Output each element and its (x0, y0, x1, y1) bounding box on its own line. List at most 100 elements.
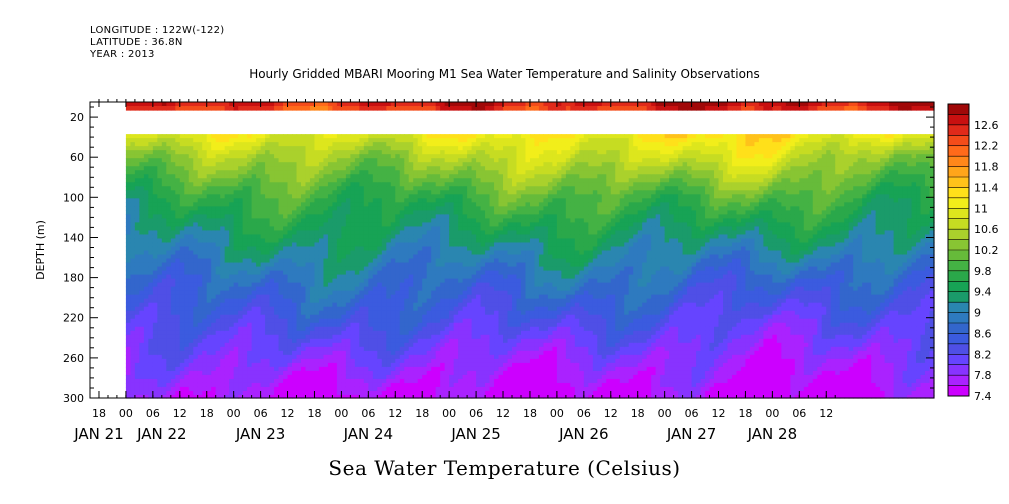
field-cell (197, 262, 203, 268)
field-cell (395, 258, 401, 264)
field-cell (206, 106, 212, 111)
field-cell (368, 150, 374, 155)
field-cell (256, 170, 262, 175)
field-cell (184, 394, 190, 399)
field-cell (363, 170, 369, 175)
field-cell (386, 210, 392, 215)
field-cell (314, 242, 320, 248)
field-cell (408, 366, 414, 372)
field-cell (274, 390, 280, 396)
field-cell (139, 302, 145, 308)
field-cell (152, 270, 158, 276)
field-cell (449, 306, 455, 312)
field-cell (130, 262, 136, 268)
field-cell (206, 162, 212, 167)
field-cell (399, 218, 405, 223)
field-cell (220, 350, 226, 356)
field-cell (193, 222, 199, 228)
field-cell (444, 290, 450, 296)
field-cell (359, 354, 365, 360)
field-cell (332, 266, 338, 272)
field-cell (449, 170, 455, 175)
field-cell (265, 206, 271, 211)
field-cell (368, 294, 374, 300)
field-cell (166, 166, 172, 171)
field-cell (152, 226, 158, 232)
field-cell (229, 274, 235, 280)
field-cell (368, 198, 374, 203)
field-cell (404, 334, 410, 340)
field-cell (395, 194, 401, 199)
field-cell (296, 386, 302, 392)
field-cell (166, 326, 172, 332)
field-cell (332, 290, 338, 296)
field-cell (449, 218, 455, 223)
field-cell (440, 270, 446, 276)
field-cell (134, 386, 140, 392)
field-cell (350, 346, 356, 352)
field-cell (354, 174, 360, 179)
field-cell (332, 270, 338, 276)
field-cell (125, 346, 131, 352)
field-cell (408, 262, 414, 268)
field-cell (372, 394, 378, 399)
field-cell (444, 382, 450, 388)
field-cell (435, 218, 441, 223)
field-cell (449, 214, 455, 219)
field-cell (341, 210, 347, 215)
field-cell (139, 326, 145, 332)
field-cell (341, 258, 347, 264)
field-cell (345, 378, 351, 384)
field-cell (431, 338, 437, 344)
field-cell (341, 306, 347, 312)
field-cell (220, 210, 226, 215)
field-cell (332, 102, 338, 107)
field-cell (269, 270, 275, 276)
field-cell (426, 158, 432, 163)
field-cell (341, 174, 347, 179)
field-cell (377, 346, 383, 352)
field-cell (296, 102, 302, 107)
field-cell (399, 162, 405, 167)
field-cell (256, 182, 262, 187)
field-cell (372, 226, 378, 232)
field-cell (130, 106, 136, 111)
field-cell (143, 222, 149, 228)
field-cell (301, 286, 307, 292)
field-cell (184, 222, 190, 228)
field-cell (265, 254, 271, 260)
field-cell (188, 386, 194, 392)
field-cell (202, 274, 208, 280)
field-cell (184, 366, 190, 372)
field-cell (152, 182, 158, 187)
field-cell (354, 242, 360, 248)
field-cell (341, 298, 347, 304)
field-cell (229, 266, 235, 272)
field-cell (305, 302, 311, 308)
field-cell (377, 394, 383, 399)
field-cell (202, 378, 208, 384)
field-cell (435, 290, 441, 296)
field-cell (242, 310, 248, 316)
field-cell (242, 178, 248, 183)
field-cell (287, 186, 293, 191)
field-cell (336, 266, 342, 272)
field-cell (193, 234, 199, 240)
field-cell (224, 214, 230, 219)
field-cell (323, 378, 329, 384)
field-cell (318, 266, 325, 272)
field-cell (426, 338, 432, 344)
field-cell (296, 234, 302, 240)
field-cell (130, 246, 136, 252)
field-cell (422, 374, 428, 380)
field-cell (426, 394, 432, 399)
field-cell (166, 170, 172, 175)
field-cell (336, 242, 342, 248)
field-cell (336, 190, 342, 195)
field-cell (215, 306, 221, 312)
field-cell (148, 310, 154, 316)
field-cell (130, 274, 136, 280)
field-cell (188, 214, 194, 219)
field-cell (220, 278, 226, 284)
field-cell (251, 378, 257, 384)
